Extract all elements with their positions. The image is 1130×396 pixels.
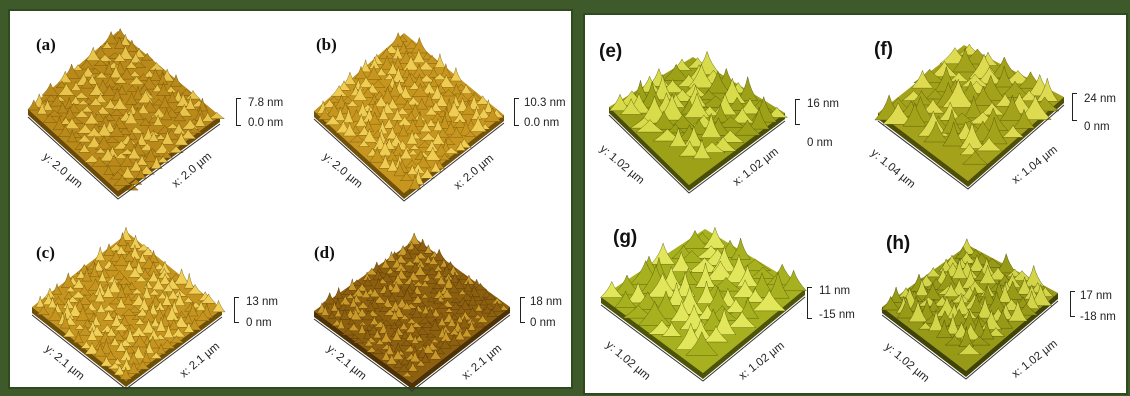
height-scale-bar [234, 297, 239, 323]
panel-label: (c) [36, 243, 55, 262]
panel-label: (a) [36, 35, 56, 54]
scale-max-label: 24 nm [1084, 93, 1116, 105]
afm-panel-c: (c) y: 2.1 µm x: 2.1 µm 13 nm 0 nm [10, 201, 290, 390]
panel-label: (e) [599, 41, 623, 62]
afm-surface-image [313, 31, 505, 202]
height-scale-bar [1070, 291, 1075, 317]
scale-max-label: 11 nm [819, 285, 851, 297]
scale-min-label: 0 nm [246, 317, 272, 329]
scale-max-label: 18 nm [530, 296, 562, 308]
height-scale-bar [236, 98, 241, 126]
scale-min-label: 0.0 nm [524, 117, 560, 129]
afm-surface-image [313, 232, 511, 392]
afm-panel-g: (g) y: 1.02 µm x: 1.02 µm 11 nm -15 nm [585, 203, 860, 395]
right-figure-group: (e) y: 1.02 µm x: 1.02 µm 16 nm 0 nm (f)… [583, 13, 1128, 395]
afm-surface-image [31, 227, 226, 390]
scale-min-label: 0.0 nm [248, 117, 284, 129]
left-figure-group: (a) y: 2.0 µm x: 2.0 µm 7.8 nm 0.0 nm (b… [8, 9, 573, 392]
scale-max-label: 7.8 nm [248, 97, 284, 109]
scale-min-label: -15 nm [819, 309, 855, 321]
height-scale-bar [795, 99, 800, 125]
afm-surface-image [608, 50, 788, 194]
scale-min-label: 0 nm [530, 317, 556, 329]
panel-label: (b) [316, 35, 337, 54]
scale-max-label: 17 nm [1080, 290, 1112, 302]
panel-label: (d) [314, 243, 335, 262]
scale-min-label: 0 nm [1084, 121, 1110, 133]
afm-panel-d: (d) y: 2.1 µm x: 2.1 µm 18 nm 0 nm [292, 201, 572, 392]
height-scale-bar [514, 98, 519, 126]
afm-surface-image [874, 43, 1065, 190]
scale-max-label: 10.3 nm [524, 97, 566, 109]
scale-min-label: 0 nm [807, 137, 833, 149]
afm-surface-image [599, 226, 807, 382]
afm-panel-f: (f) y: 1.04 µm x: 1.04 µm 24 nm 0 nm [860, 15, 1128, 205]
afm-panel-b: (b) y: 2.0 µm x: 2.0 µm 10.3 nm 0.0 nm [292, 11, 572, 202]
height-scale-bar [520, 297, 525, 323]
scale-min-label: -18 nm [1080, 311, 1116, 323]
afm-surface-image [27, 27, 226, 200]
afm-panel-e: (e) y: 1.02 µm x: 1.02 µm 16 nm 0 nm [585, 15, 860, 205]
afm-panel-a: (a) y: 2.0 µm x: 2.0 µm 7.8 nm 0.0 nm [10, 11, 290, 201]
scale-max-label: 16 nm [807, 98, 839, 110]
afm-panel-h: (h) y: 1.02 µm x: 1.02 µm 17 nm -18 nm [860, 203, 1128, 395]
panel-label: (g) [613, 227, 638, 248]
panel-label: (h) [886, 233, 911, 254]
height-scale-bar [1072, 93, 1077, 121]
scale-max-label: 13 nm [246, 296, 278, 308]
panel-label: (f) [874, 39, 893, 60]
afm-surface-image [880, 237, 1059, 380]
height-scale-bar [807, 287, 812, 319]
